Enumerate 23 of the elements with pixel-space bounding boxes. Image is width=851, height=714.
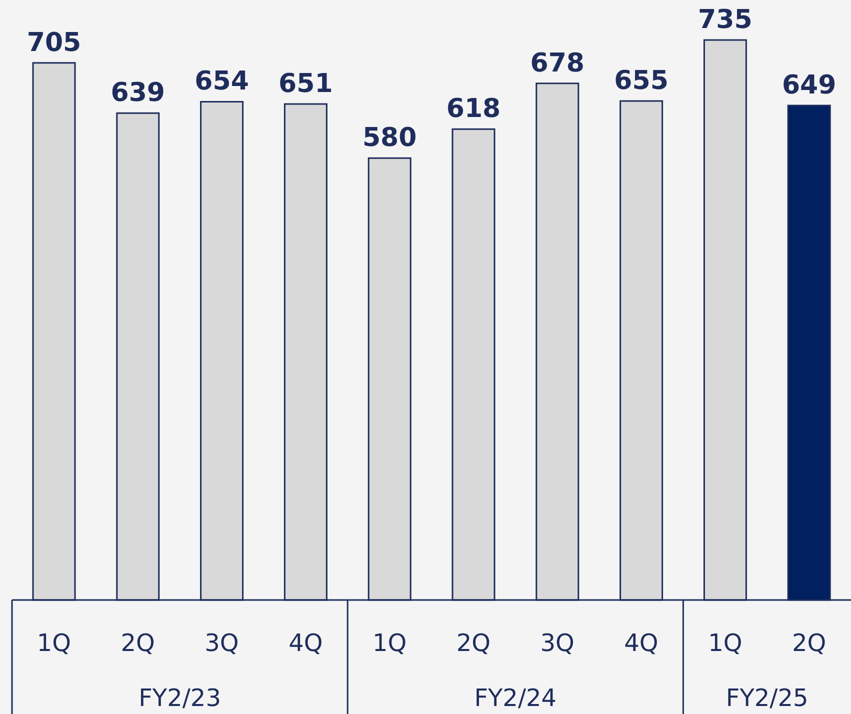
x-tick-label: 2Q xyxy=(120,629,155,658)
x-tick-label: 1Q xyxy=(708,629,742,658)
data-label: 580 xyxy=(362,123,417,154)
x-tick-label: 1Q xyxy=(372,629,407,658)
x-tick-label: 4Q xyxy=(288,629,323,658)
x-tick-label: 4Q xyxy=(624,629,658,658)
data-label: 655 xyxy=(614,66,668,96)
data-label: 639 xyxy=(110,78,166,108)
x-tick-label: 3Q xyxy=(204,629,239,658)
data-label: 649 xyxy=(782,70,836,101)
data-label: 735 xyxy=(698,5,752,35)
data-label: 705 xyxy=(26,28,82,58)
x-tick-label: 3Q xyxy=(540,629,574,658)
data-label: 678 xyxy=(530,48,585,78)
data-label: 618 xyxy=(446,94,501,124)
text: FY2/24 xyxy=(474,684,557,712)
text: FY2/25 xyxy=(726,684,808,712)
x-tick-label: 2Q xyxy=(456,629,491,658)
x-tick-label: 1Q xyxy=(36,629,72,658)
data-label: 654 xyxy=(194,66,249,97)
data-label: 651 xyxy=(278,69,333,99)
x-tick-label: 2Q xyxy=(792,629,826,658)
text: FY2/23 xyxy=(138,684,221,712)
